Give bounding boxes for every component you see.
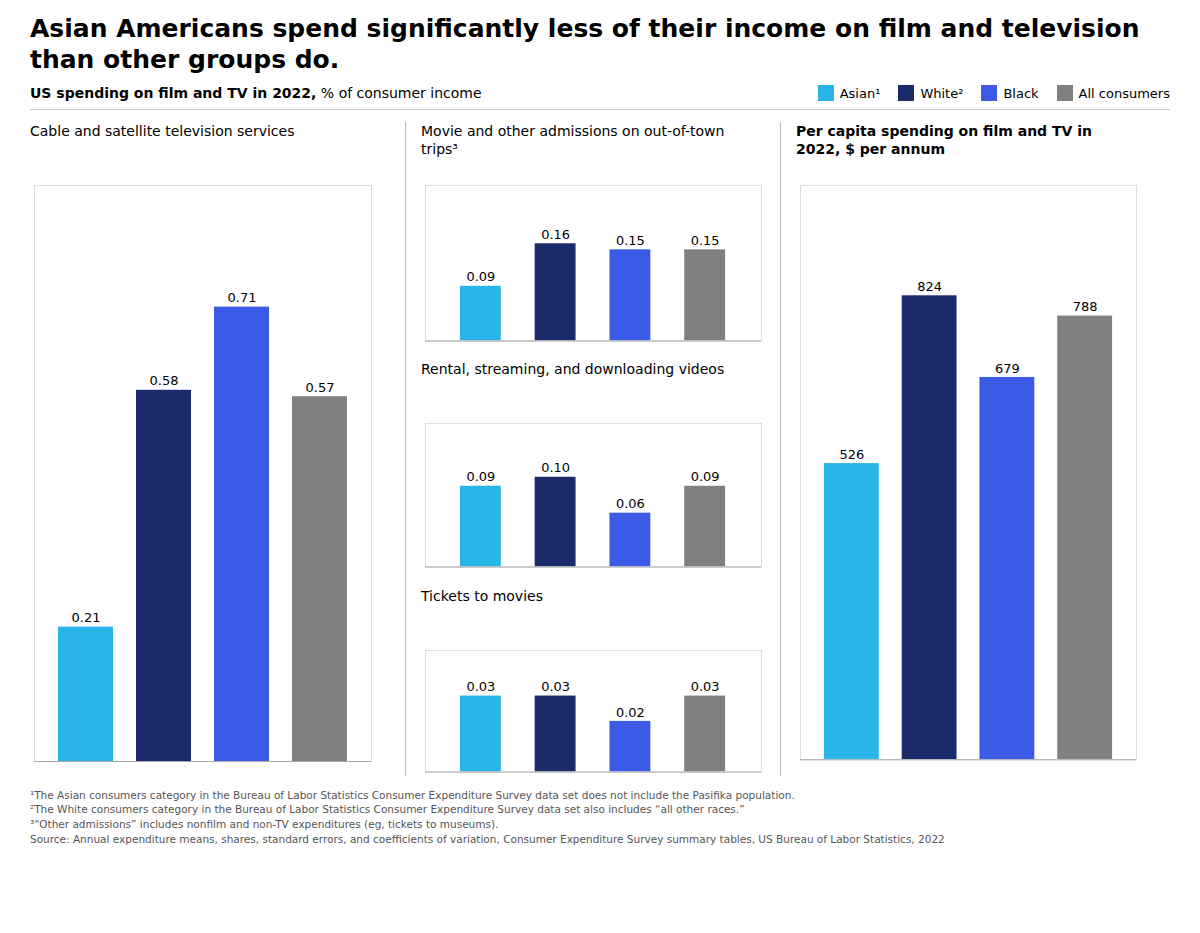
svg-text:0.03: 0.03 — [466, 679, 495, 694]
html-text:Black: Black — [1003, 85, 1039, 101]
html-text:All consumers: All consumers — [1078, 85, 1170, 101]
html-text:Per capita spending on film an: Per capita spending on film and TV in 20… — [796, 123, 1092, 158]
html-text:Source: Annual expenditure mea: Source: Annual expenditure means, shares… — [30, 832, 945, 845]
svg-text:0.10: 0.10 — [541, 461, 570, 476]
svg-text:0.03: 0.03 — [691, 679, 720, 694]
svg-text:679: 679 — [995, 361, 1020, 376]
svg-text:824: 824 — [917, 279, 942, 294]
svg-text:0.09: 0.09 — [466, 470, 495, 485]
svg-text:0.58: 0.58 — [150, 373, 179, 388]
svg-text:0.57: 0.57 — [306, 380, 335, 395]
svg-text:526: 526 — [839, 447, 864, 462]
svg-text:0.16: 0.16 — [541, 227, 570, 242]
html-text:Movie and other admissions on: Movie and other admissions on out-of-tow… — [421, 123, 725, 158]
html-text:¹The Asian consumers category: ¹The Asian consumers category in the Bur… — [30, 788, 795, 801]
svg-text:788: 788 — [1073, 299, 1098, 314]
svg-text:0.03: 0.03 — [541, 679, 570, 694]
svg-text:0.21: 0.21 — [72, 610, 101, 625]
html-text:Tickets to movies: Tickets to movies — [421, 588, 543, 604]
html-text:Asian Americans spend signific: Asian Americans spend significantly less… — [30, 14, 1140, 74]
html-text:²The White consumers category: ²The White consumers category in the Bur… — [30, 803, 745, 816]
svg-text:0.71: 0.71 — [228, 290, 257, 305]
svg-text:0.09: 0.09 — [691, 470, 720, 485]
html-text:Asian¹: Asian¹ — [839, 85, 881, 101]
svg-text:0.15: 0.15 — [616, 233, 645, 248]
html-text:Rental, streaming, and downloa: Rental, streaming, and downloading video… — [421, 361, 725, 378]
html-text:US spending on film and TV in: US spending on film and TV in 2022,% of … — [30, 85, 482, 101]
svg-text:0.15: 0.15 — [691, 233, 720, 248]
html-text:White²: White² — [920, 85, 964, 101]
svg-text:0.09: 0.09 — [466, 269, 495, 284]
html-text:Cable and satellite television: Cable and satellite television services — [30, 123, 295, 139]
svg-text:0.02: 0.02 — [616, 705, 645, 720]
svg-text:0.06: 0.06 — [616, 497, 645, 512]
html-text:³“Other admissions” includes n: ³“Other admissions” includes nonfilm and… — [30, 817, 499, 830]
